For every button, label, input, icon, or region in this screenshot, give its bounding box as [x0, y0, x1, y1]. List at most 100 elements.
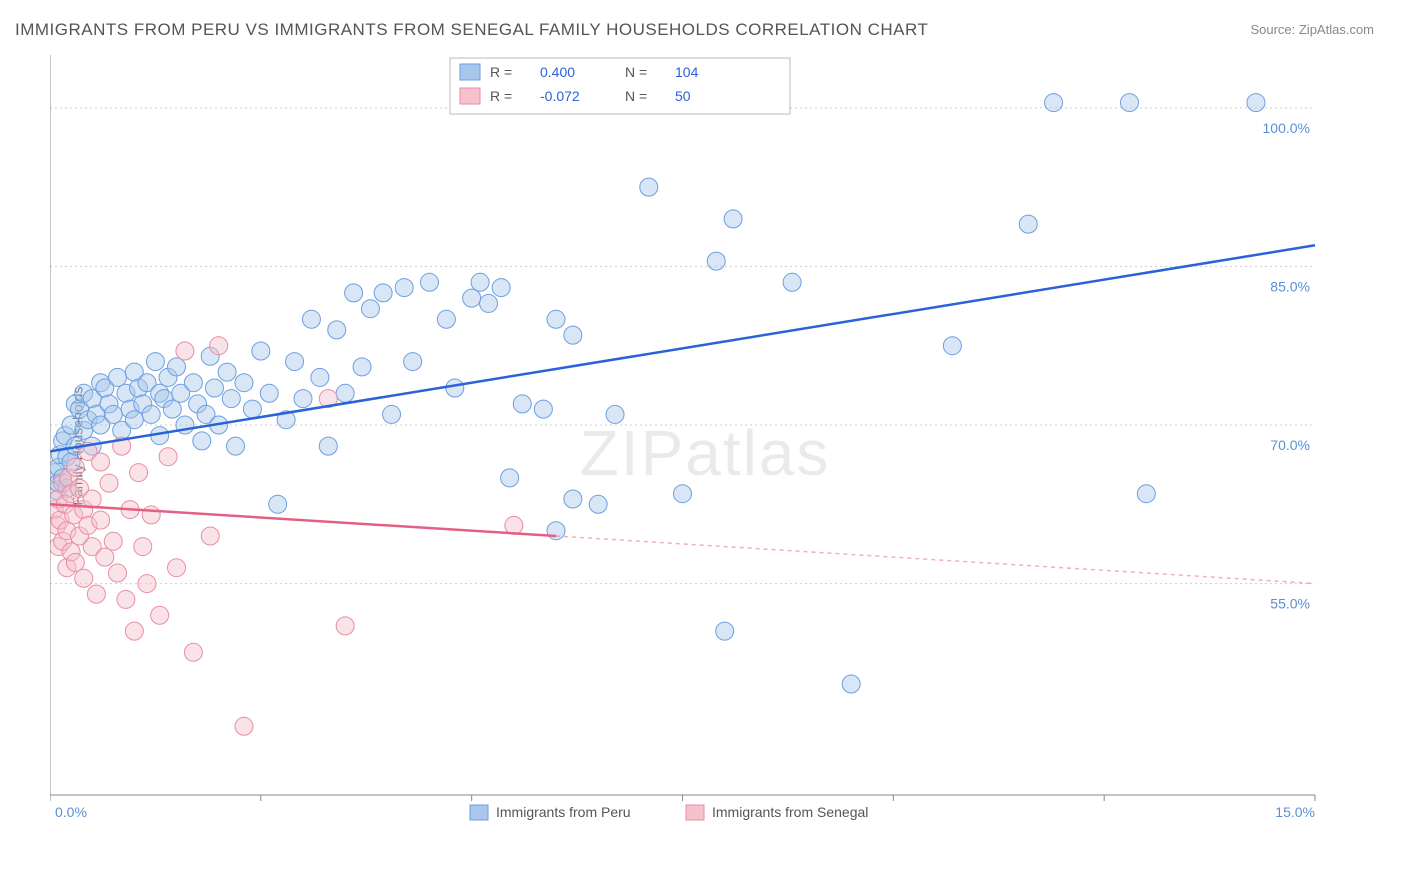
- scatter-point: [943, 337, 961, 355]
- scatter-point: [471, 273, 489, 291]
- scatter-point: [589, 495, 607, 513]
- scatter-point: [75, 569, 93, 587]
- legend-n-value: 50: [675, 88, 691, 104]
- scatter-point: [243, 400, 261, 418]
- legend-swatch: [470, 805, 488, 820]
- scatter-point: [421, 273, 439, 291]
- scatter-point: [201, 527, 219, 545]
- scatter-point: [707, 252, 725, 270]
- scatter-point: [446, 379, 464, 397]
- scatter-point: [513, 395, 531, 413]
- scatter-point: [151, 606, 169, 624]
- scatter-point: [184, 374, 202, 392]
- scatter-point: [163, 400, 181, 418]
- legend-swatch: [460, 88, 480, 104]
- scatter-point: [437, 310, 455, 328]
- legend-series-label: Immigrants from Senegal: [712, 804, 868, 820]
- scatter-point: [184, 643, 202, 661]
- scatter-point: [606, 405, 624, 423]
- scatter-point: [480, 294, 498, 312]
- legend-r-label: R =: [490, 88, 512, 104]
- scatter-point: [193, 432, 211, 450]
- scatter-point: [1019, 215, 1037, 233]
- scatter-point: [252, 342, 270, 360]
- x-tick-min: 0.0%: [55, 804, 87, 820]
- y-tick-label: 70.0%: [1270, 437, 1310, 453]
- scatter-point: [108, 564, 126, 582]
- scatter-point: [66, 553, 84, 571]
- scatter-plot: ZIPatlas 55.0%70.0%85.0%100.0% 0.0% 15.0…: [50, 55, 1360, 825]
- scatter-point: [130, 464, 148, 482]
- scatter-point: [146, 353, 164, 371]
- scatter-point: [138, 575, 156, 593]
- legend-n-value: 104: [675, 64, 699, 80]
- scatter-point: [319, 437, 337, 455]
- scatter-point: [463, 289, 481, 307]
- y-tick-label: 85.0%: [1270, 278, 1310, 294]
- scatter-point: [564, 490, 582, 508]
- scatter-point: [336, 384, 354, 402]
- scatter-point: [336, 617, 354, 635]
- scatter-point: [534, 400, 552, 418]
- legend-series-label: Immigrants from Peru: [496, 804, 631, 820]
- y-tick-label: 100.0%: [1263, 120, 1310, 136]
- scatter-point: [235, 374, 253, 392]
- scatter-point: [168, 559, 186, 577]
- scatter-point: [142, 405, 160, 423]
- scatter-point: [547, 522, 565, 540]
- source-label: Source: ZipAtlas.com: [1250, 22, 1374, 37]
- scatter-point: [374, 284, 392, 302]
- scatter-point: [547, 310, 565, 328]
- scatter-point: [640, 178, 658, 196]
- scatter-point: [66, 458, 84, 476]
- y-tick-label: 55.0%: [1270, 596, 1310, 612]
- scatter-point: [222, 390, 240, 408]
- scatter-point: [345, 284, 363, 302]
- trend-line: [50, 504, 556, 536]
- scatter-point: [404, 353, 422, 371]
- legend-r-value: -0.072: [540, 88, 580, 104]
- scatter-point: [142, 506, 160, 524]
- scatter-point: [492, 279, 510, 297]
- scatter-point: [269, 495, 287, 513]
- scatter-point: [87, 585, 105, 603]
- scatter-point: [104, 532, 122, 550]
- scatter-point: [286, 353, 304, 371]
- scatter-point: [724, 210, 742, 228]
- scatter-point: [134, 538, 152, 556]
- legend-swatch: [686, 805, 704, 820]
- scatter-point: [92, 453, 110, 471]
- scatter-point: [125, 411, 143, 429]
- scatter-point: [108, 368, 126, 386]
- scatter-point: [168, 358, 186, 376]
- chart-title: IMMIGRANTS FROM PERU VS IMMIGRANTS FROM …: [15, 20, 928, 40]
- scatter-point: [1045, 94, 1063, 112]
- scatter-point: [227, 437, 245, 455]
- legend-swatch: [460, 64, 480, 80]
- scatter-point: [674, 485, 692, 503]
- scatter-point: [159, 448, 177, 466]
- scatter-point: [501, 469, 519, 487]
- scatter-point: [311, 368, 329, 386]
- scatter-point: [564, 326, 582, 344]
- scatter-point: [294, 390, 312, 408]
- scatter-point: [104, 405, 122, 423]
- scatter-point: [92, 511, 110, 529]
- scatter-point: [783, 273, 801, 291]
- scatter-point: [353, 358, 371, 376]
- scatter-point: [361, 300, 379, 318]
- scatter-point: [1247, 94, 1265, 112]
- scatter-point: [205, 379, 223, 397]
- scatter-point: [1137, 485, 1155, 503]
- scatter-point: [125, 622, 143, 640]
- legend-r-value: 0.400: [540, 64, 575, 80]
- watermark-text: ZIPatlas: [580, 417, 831, 489]
- scatter-point: [176, 342, 194, 360]
- scatter-point: [260, 384, 278, 402]
- scatter-point: [302, 310, 320, 328]
- legend-n-label: N =: [625, 64, 647, 80]
- scatter-point: [100, 474, 118, 492]
- scatter-point: [383, 405, 401, 423]
- trend-line-extrapolated: [556, 536, 1315, 584]
- scatter-point: [395, 279, 413, 297]
